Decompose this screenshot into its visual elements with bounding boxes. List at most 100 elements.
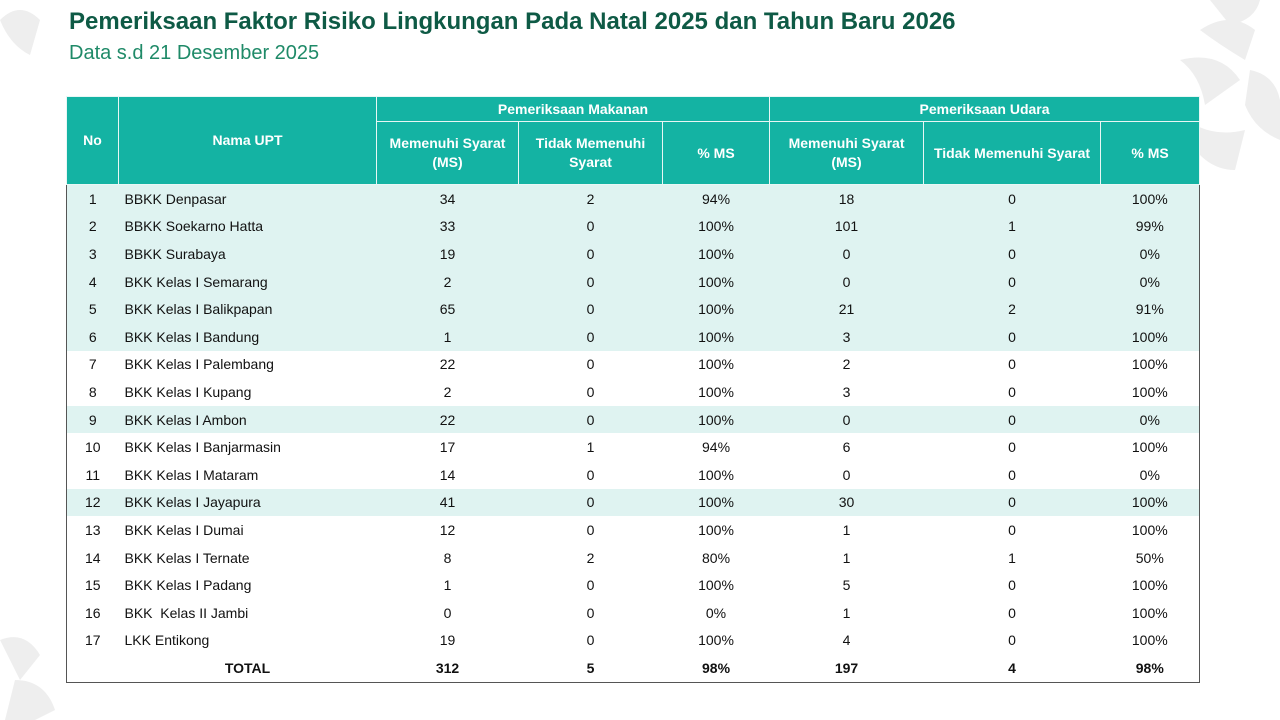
cell: 0 [923, 405, 1101, 434]
cell: 4 [66, 267, 119, 296]
cell: 0 [518, 267, 663, 296]
cell: 13 [84, 521, 101, 538]
cell: 0% [1100, 240, 1200, 268]
data-table: No Nama UPT Pemeriksaan Makanan Pemeriks… [66, 96, 1201, 683]
cell: 100% [698, 521, 734, 538]
cell: 100% [662, 405, 770, 434]
total-cell: 197 [834, 659, 859, 676]
cell: 22 [376, 405, 519, 434]
cell: 0 [1008, 439, 1016, 456]
cell: 0 [769, 240, 924, 268]
cell [67, 654, 119, 682]
cell: 0% [1139, 466, 1160, 483]
table-row: 7 BKK Kelas I Palembang 22 0 100% 2 0 100% [67, 351, 1200, 379]
table-row: 5 BKK Kelas I Balikpapan 65 0 100% 21 2 91% [66, 295, 1200, 323]
table-row: 14 BKK Kelas I Ternate 8 2 80% 1 1 50% [67, 544, 1200, 572]
total-cell: 98% [1135, 659, 1164, 676]
cell: 0 [518, 240, 663, 268]
cell: 100% [662, 488, 770, 517]
unit-name: BKK Kelas I Banjarmasin [124, 439, 281, 456]
cell: 0 [518, 488, 663, 517]
cell: 0 [1008, 356, 1016, 373]
group-header: Pemeriksaan Makanan [375, 96, 771, 122]
cell: 17 [84, 632, 101, 649]
cell: 34 [376, 184, 519, 213]
unit-name: LKK Entikong [124, 632, 210, 649]
table-row: 16 BKK Kelas II Jambi 0 0 0% 1 0 100% [67, 599, 1200, 627]
header-cell: Memenuhi Syarat (MS) [376, 121, 519, 185]
cell: 1 [376, 322, 519, 351]
cell: 0 [586, 604, 595, 621]
cell: 16 [84, 604, 101, 621]
cell: 1 [923, 212, 1101, 241]
cell: 0 [923, 322, 1101, 351]
table-row: 9 BKK Kelas I Ambon 22 0 100% 0 0 0% [66, 405, 1200, 434]
cell: 100% [698, 632, 734, 649]
cell: 1 [842, 549, 851, 566]
cell: 100% [698, 577, 734, 594]
cell: 100% [662, 240, 770, 268]
cell: 0 [769, 405, 924, 434]
header-cell: Nama UPT [118, 96, 377, 185]
cell: 0 [518, 322, 663, 351]
table-row: 11 BKK Kelas I Mataram 14 0 100% 0 0 0% [67, 461, 1200, 489]
cell: 1 [842, 521, 851, 538]
cell: 0 [518, 212, 663, 241]
cell: 0 [1008, 521, 1016, 538]
table-row: 2 BBKK Soekarno Hatta 33 0 100% 101 1 99% [66, 212, 1200, 241]
cell: 0 [586, 632, 595, 649]
table-row: 4 BKK Kelas I Semarang 2 0 100% 0 0 0% [66, 267, 1200, 296]
cell: 0 [923, 240, 1101, 268]
cell: 33 [376, 212, 519, 241]
table-row: 10 BKK Kelas I Banjarmasin 17 1 94% 6 0 100% [67, 433, 1200, 461]
cell: 100% [1131, 383, 1168, 400]
cell: 100% [698, 356, 734, 373]
total-label: TOTAL [224, 659, 271, 676]
cell: 4 [842, 632, 851, 649]
table-body: 1 BBKK Denpasar 34 2 94% 18 0 100% 2 BBKK Soekarn… [66, 184, 1200, 683]
cell: 0% [1100, 267, 1200, 296]
unit-name: BKK Kelas I Semarang [118, 267, 377, 296]
cell: 0% [705, 604, 727, 621]
cell: 0 [518, 295, 663, 323]
unit-name: BKK Kelas I Dumai [124, 521, 244, 538]
cell: 17 [439, 439, 456, 456]
header-cell: % MS [1100, 121, 1201, 185]
cell: 10 [84, 439, 101, 456]
total-cell: 4 [1008, 659, 1016, 676]
unit-name: BKK Kelas II Jambi [124, 604, 249, 621]
unit-name: BKK Kelas I Palembang [124, 356, 274, 373]
table-row: 8 BKK Kelas I Kupang 2 0 100% 3 0 100% [67, 378, 1200, 406]
total-row: TOTAL 312 5 98% 197 4 98% [67, 654, 1200, 682]
cell: 91% [1100, 295, 1200, 323]
cell: 5 [66, 295, 119, 323]
cell: 21 [769, 295, 924, 323]
table-row: 12 BKK Kelas I Jayapura 41 0 100% 30 0 100% [66, 488, 1200, 517]
cell: 8 [443, 549, 452, 566]
cell: 0 [923, 267, 1101, 296]
total-cell: 98% [702, 659, 731, 676]
cell: 19 [439, 632, 456, 649]
cell: 7 [88, 356, 97, 373]
cell: 0 [923, 184, 1101, 213]
cell: 100% [662, 212, 770, 241]
table-row: 17 LKK Entikong 19 0 100% 4 0 100% [67, 627, 1200, 655]
cell: 5 [842, 577, 851, 594]
cell: 1 [443, 577, 452, 594]
cell: 1 [66, 184, 119, 213]
cell: 94% [702, 439, 731, 456]
cell: 2 [518, 184, 663, 213]
header-cell: % MS [661, 121, 771, 185]
unit-name: BBKK Soekarno Hatta [118, 212, 377, 241]
cell: 6 [842, 439, 851, 456]
cell: 101 [769, 212, 924, 241]
header-cell: No [66, 96, 119, 185]
cell: 0 [1008, 466, 1016, 483]
cell: 94% [662, 184, 770, 213]
cell: 100% [1131, 632, 1168, 649]
cell: 0 [586, 577, 595, 594]
cell: 100% [1100, 184, 1200, 213]
cell: 8 [88, 383, 97, 400]
table-row: 6 BKK Kelas I Bandung 1 0 100% 3 0 100% [66, 322, 1200, 351]
